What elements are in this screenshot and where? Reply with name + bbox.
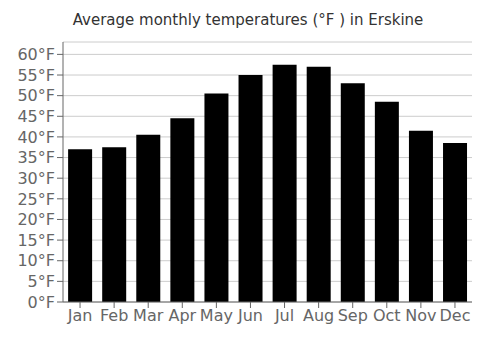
svg-text:Sep: Sep: [338, 306, 368, 325]
svg-text:Oct: Oct: [373, 306, 401, 325]
svg-text:25°F: 25°F: [17, 190, 55, 209]
svg-text:Nov: Nov: [405, 306, 436, 325]
svg-text:May: May: [200, 306, 233, 325]
svg-text:15°F: 15°F: [17, 231, 55, 250]
svg-text:50°F: 50°F: [17, 86, 55, 105]
svg-text:Dec: Dec: [439, 306, 470, 325]
svg-text:35°F: 35°F: [17, 148, 55, 167]
svg-text:Feb: Feb: [100, 306, 128, 325]
svg-text:40°F: 40°F: [17, 128, 55, 147]
svg-text:5°F: 5°F: [28, 272, 55, 291]
html-text:Average monthly temperatures (: Average monthly temperatures (°F ) in Er…: [72, 11, 424, 29]
svg-text:60°F: 60°F: [17, 45, 55, 64]
svg-text:55°F: 55°F: [17, 66, 55, 85]
svg-text:Aug: Aug: [303, 306, 334, 325]
svg-text:30°F: 30°F: [17, 169, 55, 188]
svg-text:Jul: Jul: [274, 306, 294, 325]
svg-text:20°F: 20°F: [17, 210, 55, 229]
svg-text:Apr: Apr: [168, 306, 196, 325]
svg-text:10°F: 10°F: [17, 251, 55, 270]
svg-text:0°F: 0°F: [28, 293, 55, 312]
svg-text:Jan: Jan: [67, 306, 93, 325]
svg-text:Jun: Jun: [237, 306, 263, 325]
svg-text:45°F: 45°F: [17, 107, 55, 126]
svg-text:Mar: Mar: [133, 306, 164, 325]
